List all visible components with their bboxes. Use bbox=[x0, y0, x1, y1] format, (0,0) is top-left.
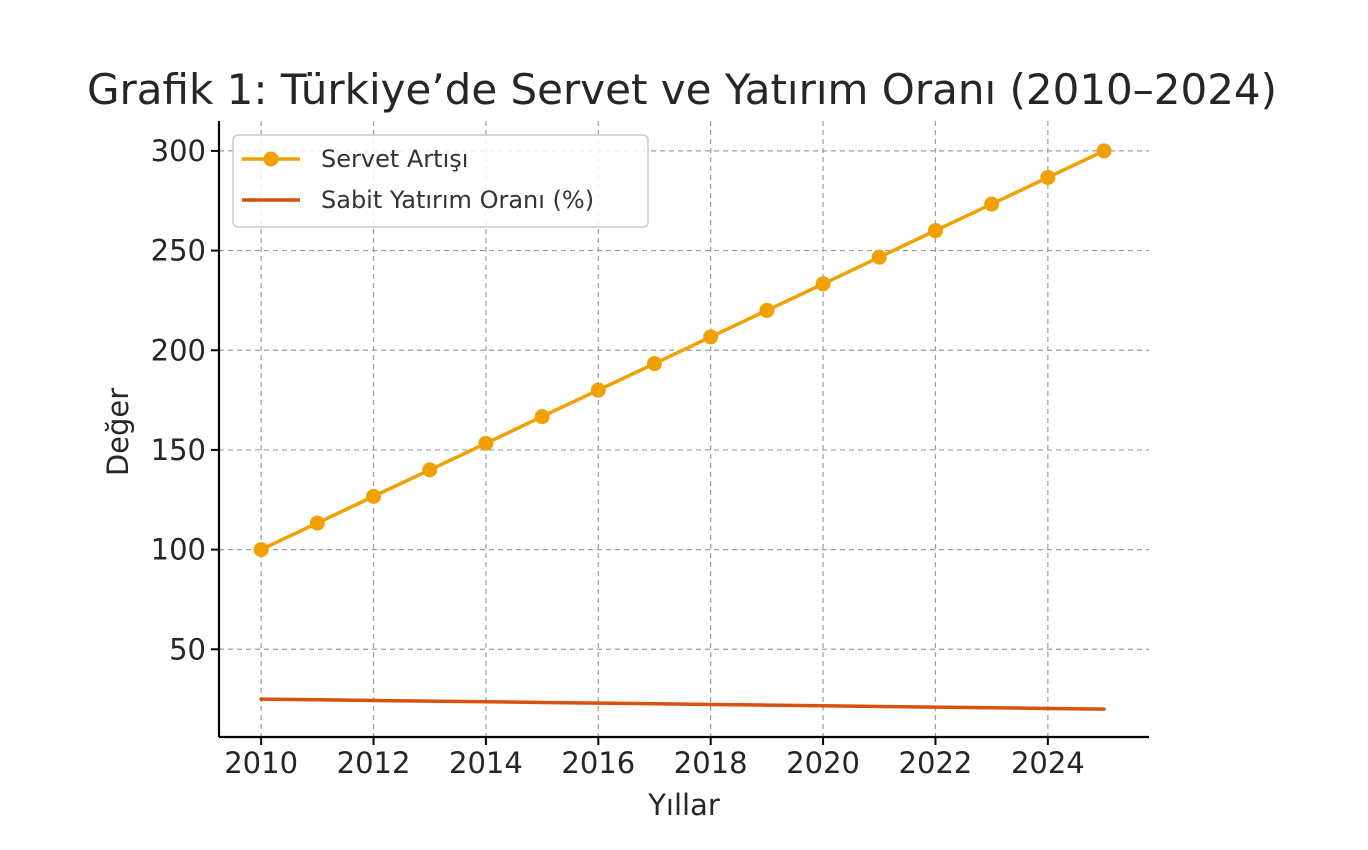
series-point bbox=[1096, 143, 1112, 159]
y-tick-label: 150 bbox=[151, 433, 206, 467]
x-tick-label: 2014 bbox=[449, 746, 523, 780]
series-point bbox=[815, 276, 831, 292]
x-tick-label: 2024 bbox=[1011, 746, 1085, 780]
legend-box bbox=[232, 134, 649, 228]
chart-title: Grafik 1: Türkiye’de Servet ve Yatırım O… bbox=[87, 65, 1277, 114]
series-point bbox=[1040, 169, 1056, 185]
series-point bbox=[927, 223, 943, 239]
series-point bbox=[759, 302, 775, 318]
series-line-1 bbox=[259, 697, 1106, 711]
y-tick-label: 100 bbox=[151, 533, 206, 567]
series-line-0 bbox=[259, 149, 1106, 552]
legend-label-servet: Servet Artışı bbox=[321, 145, 468, 173]
series-point bbox=[590, 382, 606, 398]
series-point bbox=[253, 542, 269, 558]
legend-label-yatirim: Sabit Yatırım Oranı (%) bbox=[321, 186, 594, 214]
series-point bbox=[703, 329, 719, 345]
series-point bbox=[422, 462, 438, 478]
y-tick-label: 250 bbox=[151, 234, 206, 268]
ticks: 2010 2012 2014 2016 2018 2020 2022 2024 50 100 150… bbox=[151, 134, 1085, 780]
series-point bbox=[534, 409, 550, 425]
series-point bbox=[478, 435, 494, 451]
x-tick-label: 2010 bbox=[224, 746, 298, 780]
x-tick-label: 2020 bbox=[786, 746, 860, 780]
x-tick-label: 2016 bbox=[561, 746, 635, 780]
x-axis-label: Yıllar bbox=[647, 788, 720, 822]
y-tick-label: 50 bbox=[169, 632, 206, 666]
y-tick-label: 300 bbox=[151, 134, 206, 168]
y-axis-label: Değer bbox=[101, 388, 135, 476]
legend-marker-servet bbox=[263, 151, 279, 167]
y-tick-label: 200 bbox=[151, 333, 206, 367]
series-point bbox=[984, 196, 1000, 212]
legend: Servet Artışı Sabit Yatırım Oranı (%) bbox=[232, 134, 649, 228]
x-tick-label: 2022 bbox=[899, 746, 973, 780]
series-point bbox=[646, 356, 662, 372]
series-layer bbox=[253, 143, 1112, 711]
series-point bbox=[871, 249, 887, 265]
x-tick-label: 2018 bbox=[674, 746, 748, 780]
series-point bbox=[309, 515, 325, 531]
series-point bbox=[366, 488, 382, 504]
x-tick-label: 2012 bbox=[337, 746, 411, 780]
